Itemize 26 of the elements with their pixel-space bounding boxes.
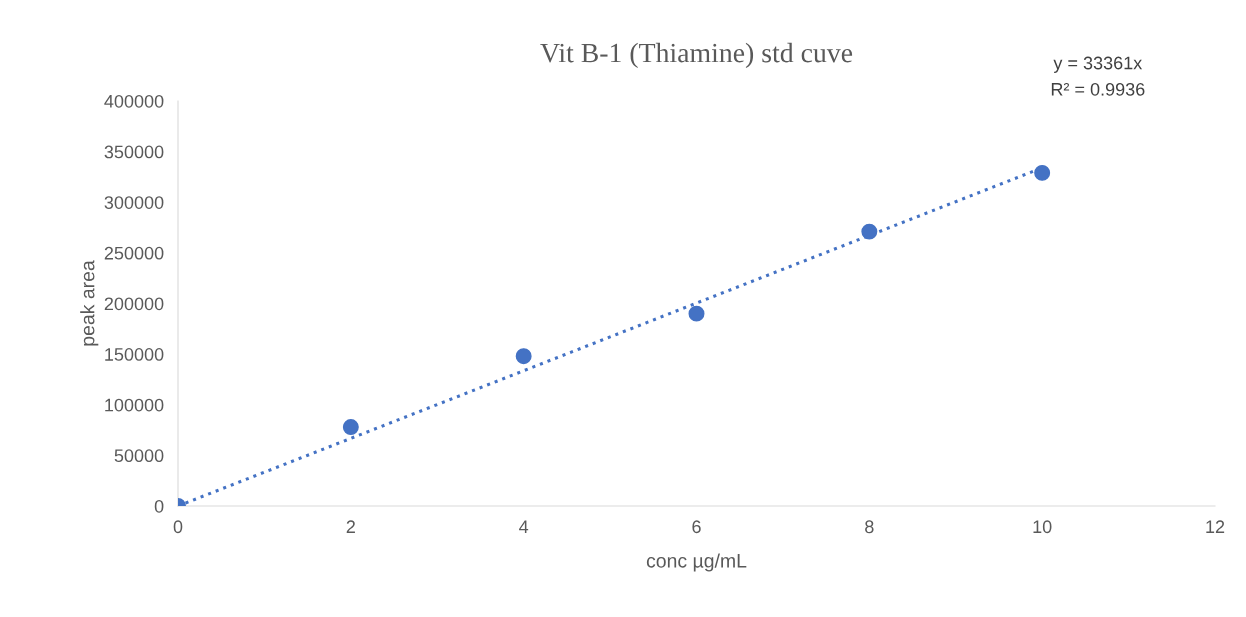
y-tick-label: 0 (154, 499, 164, 513)
text: y = 33361x (1053, 56, 1143, 73)
point (1034, 164, 1051, 181)
y-tick-label: 50000 (114, 449, 164, 463)
x-tick-label: 6 (692, 520, 701, 534)
y-tick-label: 150000 (105, 348, 164, 361)
x-tick-label: 2 (346, 520, 355, 533)
x-tick-label: 0 (173, 520, 183, 534)
chart-title: Vit B-1 (Thiamine) std cuve (540, 42, 853, 69)
y-tick-label: 350000 (104, 145, 164, 159)
x-tick-label: 10 (1033, 520, 1052, 534)
y-tick-label: 250000 (104, 246, 164, 260)
y-tick-label: 300000 (104, 196, 164, 209)
point (342, 419, 359, 436)
x-axis-title: conc µg/mL (646, 553, 747, 572)
point (515, 348, 532, 365)
x-tick-label: 8 (865, 520, 874, 534)
point (688, 305, 705, 322)
y-tick-label: 100000 (105, 398, 164, 412)
y-tick-label: 200000 (104, 297, 164, 311)
y-axis-title: peak area (80, 260, 99, 346)
x-tick-label: 4 (519, 520, 529, 533)
x-tick-label: 12 (1206, 520, 1225, 533)
text: R² = 0.9936 (1051, 82, 1145, 96)
point (861, 223, 878, 240)
y-tick-label: 400000 (104, 94, 164, 108)
